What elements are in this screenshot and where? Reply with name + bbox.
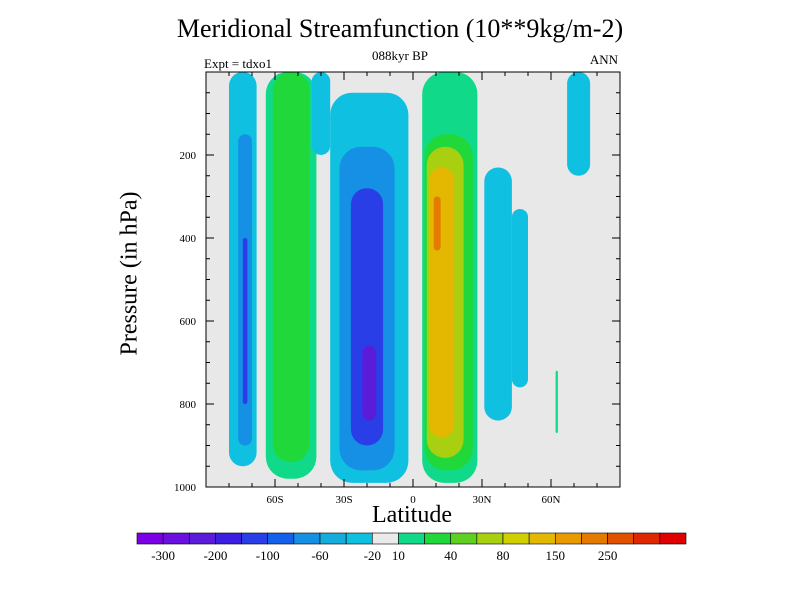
x-tick-label: 30S (335, 494, 352, 506)
colorbar-swatch (554, 532, 582, 545)
colorbar-label: 40 (444, 548, 457, 563)
colorbar-swatch (371, 532, 399, 545)
colorbar-swatch (267, 532, 295, 545)
colorbar-label: -20 (364, 548, 381, 563)
colorbar-label: -300 (151, 548, 175, 563)
contour-region (511, 208, 528, 388)
colorbar-swatch (293, 532, 321, 545)
y-tick-label: 800 (180, 399, 197, 411)
colorbar-swatch (581, 532, 608, 545)
colorbar-label: 10 (392, 548, 405, 563)
contour-region (429, 167, 455, 438)
experiment-label: Expt = tdxo1 (204, 56, 272, 71)
x-axis-label: Latitude (372, 502, 452, 528)
colorbar-swatch (659, 532, 687, 545)
colorbar-label: -100 (256, 548, 280, 563)
colorbar-swatch (633, 532, 661, 545)
x-tick-label: 30N (473, 494, 492, 506)
contour-region (311, 72, 331, 155)
y-tick-label: 400 (180, 233, 197, 245)
colorbar-swatch (162, 532, 190, 545)
colorbar-swatch (345, 532, 373, 545)
colorbar-label: 80 (497, 548, 510, 563)
contour-region (272, 72, 310, 463)
colorbar-swatch (607, 532, 635, 545)
y-tick-label: 200 (180, 150, 197, 162)
colorbar-swatch (241, 532, 269, 545)
colorbar-swatch (188, 532, 216, 545)
contour-region (484, 167, 512, 421)
colorbar-swatch (136, 532, 164, 545)
y-tick-label: 1000 (174, 482, 197, 494)
season-label: ANN (589, 52, 618, 67)
contour-region (362, 345, 377, 421)
y-tick-label: 600 (180, 316, 197, 328)
colorbar-swatch (424, 532, 452, 545)
contour-region (433, 196, 441, 251)
colorbar-swatch (450, 532, 478, 545)
colorbar-label: -200 (204, 548, 228, 563)
colorbar-label: -60 (311, 548, 328, 563)
colorbar-label: 250 (598, 548, 618, 563)
x-tick-label: 60S (266, 494, 283, 506)
x-tick-label: 60N (542, 494, 561, 506)
colorbar-swatch (215, 532, 242, 545)
colorbar-swatch (528, 532, 556, 545)
contour-region (555, 370, 558, 434)
colorbar-swatch (502, 532, 530, 545)
chart-subtitle: 088kyr BP (372, 48, 428, 63)
colorbar-label: 150 (546, 548, 566, 563)
chart-title: Meridional Streamfunction (10**9kg/m-2) (176, 14, 624, 43)
contour-region (242, 238, 248, 404)
contour-region (567, 72, 591, 176)
colorbar-swatch (476, 532, 504, 545)
colorbar-swatch (398, 532, 425, 545)
x-tick-label: 0 (410, 494, 416, 506)
colorbar-swatch (319, 532, 347, 545)
